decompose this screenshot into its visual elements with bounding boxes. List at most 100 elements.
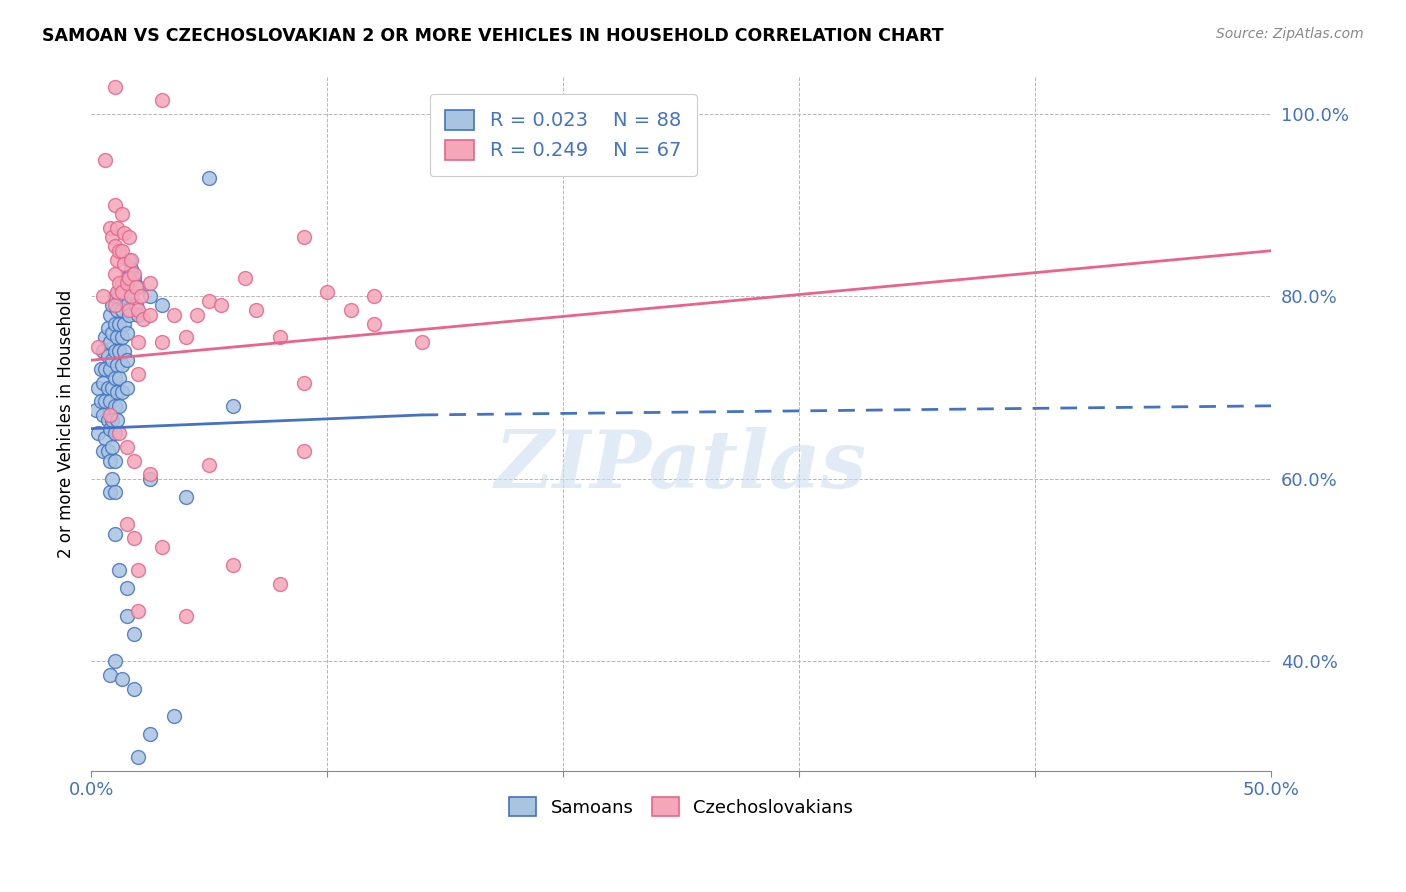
Point (150, 334, 173, 349)
Point (105, 285, 128, 299)
Point (112, 344, 135, 359)
Point (174, 490, 197, 504)
Point (97, 412, 120, 426)
Point (112, 257, 135, 271)
Point (118, 230, 141, 244)
Point (127, 303, 149, 318)
Point (127, 308, 149, 322)
Point (105, 412, 128, 426)
Point (122, 453, 145, 467)
Point (115, 326, 138, 340)
Point (94, 362, 117, 376)
Point (112, 226, 135, 240)
Point (127, 563, 149, 577)
Point (269, 330, 291, 344)
Point (127, 750, 149, 764)
Text: ZIPatlas: ZIPatlas (495, 427, 868, 504)
Point (104, 79, 127, 94)
Point (97, 444, 120, 458)
Legend: Samoans, Czechoslovakians: Samoans, Czechoslovakians (502, 790, 860, 824)
Point (292, 444, 315, 458)
Point (84, 403, 107, 417)
Point (115, 517, 138, 532)
Point (132, 312, 155, 326)
Point (111, 673, 134, 687)
Point (94, 431, 117, 445)
Point (104, 485, 127, 500)
Point (108, 371, 131, 385)
Point (101, 230, 124, 244)
Point (101, 353, 124, 368)
Point (105, 358, 128, 372)
Point (108, 317, 131, 331)
Point (94, 394, 117, 409)
Point (104, 239, 127, 253)
Point (209, 298, 232, 312)
Point (122, 271, 145, 285)
Point (222, 558, 245, 573)
Point (91, 444, 114, 458)
Point (105, 252, 128, 267)
Point (101, 381, 124, 395)
Point (163, 709, 186, 723)
Point (94, 330, 117, 344)
Point (98, 394, 121, 409)
Point (122, 267, 145, 281)
Point (198, 458, 221, 472)
Point (120, 289, 142, 303)
Point (111, 276, 134, 290)
Point (94, 153, 117, 167)
Point (150, 93, 173, 107)
Point (104, 453, 127, 467)
Point (104, 344, 127, 359)
Point (150, 298, 173, 312)
Point (269, 576, 291, 591)
Point (115, 608, 138, 623)
Point (222, 399, 245, 413)
Point (198, 293, 221, 308)
Point (115, 298, 138, 312)
Point (111, 303, 134, 318)
Point (104, 198, 127, 212)
Point (363, 317, 385, 331)
Point (118, 280, 141, 294)
Point (104, 399, 127, 413)
Point (87, 426, 110, 441)
Point (104, 426, 127, 441)
Point (115, 353, 138, 368)
Point (111, 358, 134, 372)
Point (98, 308, 121, 322)
Point (198, 170, 221, 185)
Point (125, 298, 148, 312)
Point (139, 727, 162, 741)
Point (174, 330, 197, 344)
Point (111, 330, 134, 344)
Point (97, 349, 120, 363)
Point (97, 321, 120, 335)
Point (87, 339, 110, 353)
Point (163, 308, 186, 322)
Point (125, 280, 148, 294)
Point (139, 276, 162, 290)
Point (111, 385, 134, 400)
Point (118, 308, 141, 322)
Point (233, 271, 256, 285)
Point (127, 280, 149, 294)
Point (97, 381, 120, 395)
Point (115, 276, 138, 290)
Point (139, 289, 162, 303)
Point (245, 303, 267, 318)
Point (115, 271, 138, 285)
Point (139, 467, 162, 482)
Point (292, 230, 315, 244)
Point (104, 654, 127, 668)
Point (108, 276, 131, 290)
Point (101, 472, 124, 486)
Y-axis label: 2 or more Vehicles in Household: 2 or more Vehicles in Household (58, 290, 75, 558)
Point (111, 285, 134, 299)
Point (118, 252, 141, 267)
Point (127, 604, 149, 618)
Point (98, 485, 121, 500)
Point (98, 408, 121, 422)
Point (104, 371, 127, 385)
